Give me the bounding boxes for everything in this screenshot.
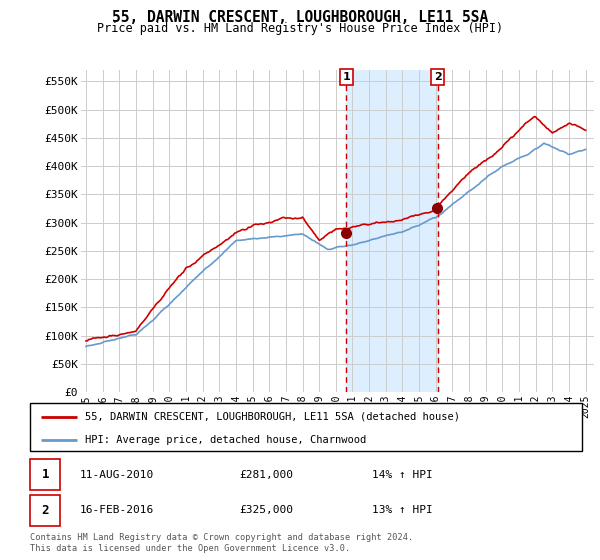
Text: HPI: Average price, detached house, Charnwood: HPI: Average price, detached house, Char… — [85, 435, 367, 445]
Text: 1: 1 — [342, 72, 350, 82]
Text: £325,000: £325,000 — [240, 505, 294, 515]
Text: 55, DARWIN CRESCENT, LOUGHBOROUGH, LE11 5SA (detached house): 55, DARWIN CRESCENT, LOUGHBOROUGH, LE11 … — [85, 412, 460, 422]
Text: £281,000: £281,000 — [240, 470, 294, 479]
Text: 55, DARWIN CRESCENT, LOUGHBOROUGH, LE11 5SA: 55, DARWIN CRESCENT, LOUGHBOROUGH, LE11 … — [112, 10, 488, 25]
Text: 16-FEB-2016: 16-FEB-2016 — [80, 505, 154, 515]
Text: 14% ↑ HPI: 14% ↑ HPI — [372, 470, 433, 479]
Text: 11-AUG-2010: 11-AUG-2010 — [80, 470, 154, 479]
Text: 2: 2 — [41, 504, 49, 517]
Text: 13% ↑ HPI: 13% ↑ HPI — [372, 505, 433, 515]
Bar — [346, 70, 438, 392]
Text: 2: 2 — [434, 72, 442, 82]
Text: Price paid vs. HM Land Registry's House Price Index (HPI): Price paid vs. HM Land Registry's House … — [97, 22, 503, 35]
Bar — [30, 459, 61, 490]
Text: Contains HM Land Registry data © Crown copyright and database right 2024.
This d: Contains HM Land Registry data © Crown c… — [30, 533, 413, 553]
Bar — [30, 495, 61, 525]
Text: 1: 1 — [41, 468, 49, 481]
